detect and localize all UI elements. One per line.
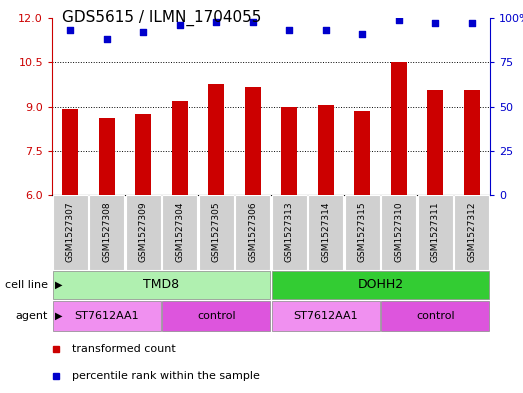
Bar xyxy=(62,109,78,372)
Point xyxy=(322,27,330,33)
Bar xyxy=(281,107,298,372)
Bar xyxy=(162,301,270,331)
Bar xyxy=(53,271,270,299)
Text: GSM1527307: GSM1527307 xyxy=(66,201,75,262)
Text: ▶: ▶ xyxy=(54,280,62,290)
Bar xyxy=(172,101,188,372)
Bar xyxy=(427,90,444,372)
Bar xyxy=(391,62,407,372)
Point xyxy=(468,20,476,26)
Text: ST7612AA1: ST7612AA1 xyxy=(293,311,358,321)
Bar xyxy=(89,195,124,270)
Bar xyxy=(199,195,234,270)
Text: cell line: cell line xyxy=(5,280,48,290)
Bar xyxy=(135,114,152,372)
Text: ▶: ▶ xyxy=(54,311,62,321)
Bar xyxy=(354,111,370,372)
Point xyxy=(285,27,293,33)
Bar xyxy=(381,195,416,270)
Point xyxy=(394,17,403,23)
Point xyxy=(248,18,257,25)
Bar xyxy=(381,301,490,331)
Bar xyxy=(272,301,380,331)
Text: GDS5615 / ILMN_1704055: GDS5615 / ILMN_1704055 xyxy=(62,10,262,26)
Text: control: control xyxy=(197,311,235,321)
Bar xyxy=(345,195,380,270)
Bar xyxy=(162,195,197,270)
Text: DOHH2: DOHH2 xyxy=(357,279,404,292)
Bar xyxy=(245,87,261,372)
Text: GSM1527305: GSM1527305 xyxy=(212,201,221,262)
Text: GSM1527312: GSM1527312 xyxy=(467,201,476,261)
Point xyxy=(176,22,184,28)
Bar xyxy=(126,195,161,270)
Text: GSM1527311: GSM1527311 xyxy=(431,201,440,262)
Text: GSM1527315: GSM1527315 xyxy=(358,201,367,262)
Bar xyxy=(235,195,270,270)
Text: GSM1527306: GSM1527306 xyxy=(248,201,257,262)
Text: GSM1527304: GSM1527304 xyxy=(175,201,184,261)
Point xyxy=(66,27,74,33)
Bar xyxy=(317,105,334,372)
Bar xyxy=(463,90,480,372)
Point xyxy=(139,29,147,35)
Point xyxy=(431,20,439,26)
Bar xyxy=(53,195,88,270)
Text: percentile rank within the sample: percentile rank within the sample xyxy=(72,371,259,381)
Point xyxy=(103,36,111,42)
Text: GSM1527308: GSM1527308 xyxy=(103,201,111,262)
Text: agent: agent xyxy=(16,311,48,321)
Text: control: control xyxy=(416,311,454,321)
Bar xyxy=(98,118,115,372)
Bar xyxy=(272,271,490,299)
Bar xyxy=(454,195,490,270)
Text: GSM1527309: GSM1527309 xyxy=(139,201,148,262)
Bar xyxy=(53,301,161,331)
Text: GSM1527310: GSM1527310 xyxy=(394,201,403,262)
Bar xyxy=(308,195,343,270)
Bar xyxy=(272,195,307,270)
Bar xyxy=(418,195,453,270)
Text: ST7612AA1: ST7612AA1 xyxy=(74,311,139,321)
Bar xyxy=(208,84,224,372)
Text: GSM1527313: GSM1527313 xyxy=(285,201,294,262)
Text: TMD8: TMD8 xyxy=(143,279,179,292)
Text: GSM1527314: GSM1527314 xyxy=(321,201,330,261)
Point xyxy=(358,31,367,37)
Text: transformed count: transformed count xyxy=(72,344,175,354)
Point xyxy=(212,18,220,25)
